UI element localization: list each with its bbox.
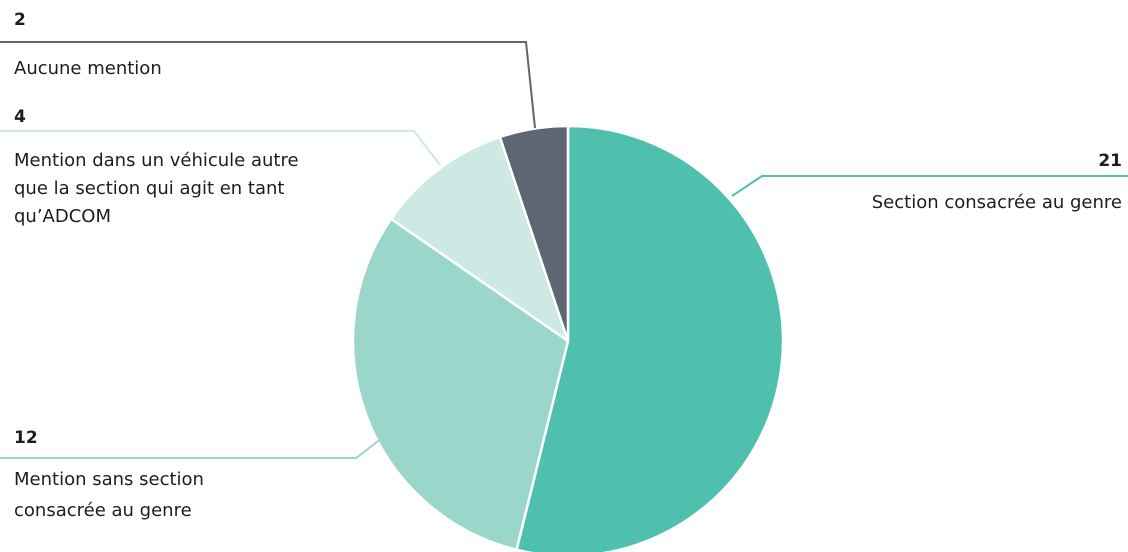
pie-slice-aucune-mention (498, 124, 570, 343)
leader-line-aucune-mention (0, 41, 536, 129)
pie-slices (351, 124, 785, 552)
category-label-section: Section consacrée au genre (872, 192, 1122, 213)
category-label-aucune-mention: Aucune mention (14, 58, 162, 79)
category-label-mention-sans-section-line-2: consacrée au genre (14, 500, 192, 521)
pie-slice-mention-sans-section (351, 217, 570, 551)
value-label-section: 21 (1098, 151, 1122, 171)
category-label-mention-vehicule-line-1: Mention dans un véhicule autre (14, 150, 299, 171)
value-label-aucune-mention: 2 (14, 10, 26, 30)
leader-lines (0, 41, 1128, 459)
leader-line-mention-vehicule (0, 130, 441, 166)
category-label-mention-vehicule-line-3: qu’ADCOM (14, 206, 111, 227)
category-label-mention-vehicule-line-2: que la section qui agit en tant (14, 178, 284, 199)
pie-slice-section (515, 124, 785, 552)
pie-slice-mention-vehicule (389, 135, 570, 343)
leader-line-mention-sans-section (0, 431, 391, 459)
value-label-mention-sans-section: 12 (14, 428, 38, 448)
value-label-mention-vehicule: 4 (14, 107, 26, 127)
category-label-mention-sans-section-line-1: Mention sans section (14, 469, 204, 490)
leader-line-section (731, 175, 1128, 197)
